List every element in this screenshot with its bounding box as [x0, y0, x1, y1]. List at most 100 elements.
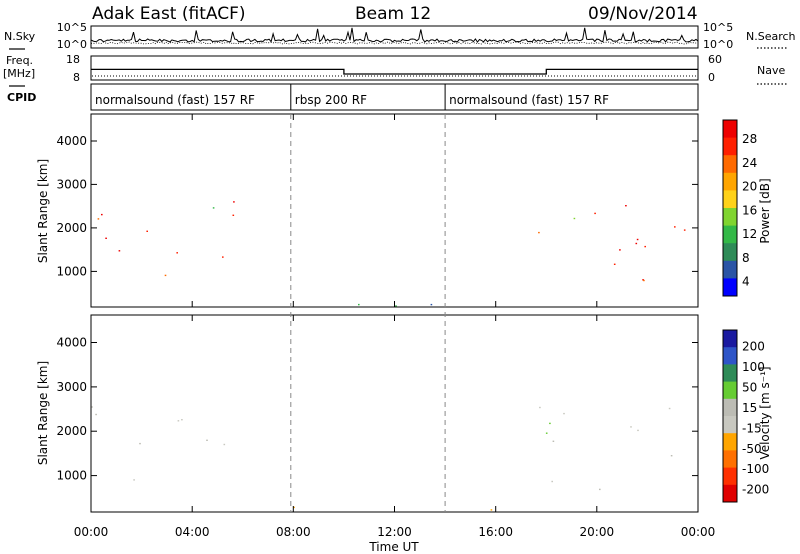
colorbar-swatch — [723, 381, 737, 400]
scatter-point — [551, 480, 553, 483]
nsearch-series-line — [91, 41, 699, 45]
scatter-point — [625, 205, 627, 207]
y-tick-label: 3000 — [56, 177, 87, 191]
velocity-colorbar-label: Velocity [m s⁻¹] — [758, 366, 772, 459]
y-tick-label: 4000 — [56, 336, 87, 350]
colorbar-swatch — [723, 137, 737, 156]
power-colorbar: 28 24 20 16 12 8 4 — [722, 119, 757, 297]
scatter-point — [95, 413, 97, 416]
scatter-point — [206, 439, 208, 441]
colorbar-tick-label: -15 — [742, 421, 762, 435]
scatter-point — [573, 217, 576, 220]
scatter-point — [630, 426, 632, 428]
colorbar-swatch — [723, 172, 737, 191]
scatter-point — [181, 419, 183, 421]
scatter-point — [97, 218, 100, 220]
cpid-boundary-lines — [290, 114, 446, 512]
cpid-segment-label: normalsound (fast) 157 RF — [95, 93, 255, 107]
cpid-label: CPID — [7, 91, 36, 104]
colorbar-tick-label: 50 — [742, 380, 757, 394]
colorbar-swatch — [723, 450, 737, 469]
scatter-point — [101, 213, 103, 216]
velocity-colorbar: 200 100 50 15 -15 -50 -100 -200 — [722, 329, 769, 503]
colorbar-swatch — [723, 347, 737, 365]
scatter-point — [430, 303, 433, 306]
beam-label: Beam 12 — [355, 4, 431, 24]
colorbar-tick-label: 15 — [742, 401, 757, 415]
y-tick-label: 2000 — [56, 221, 87, 235]
x-tick-label: 08:00 — [276, 525, 311, 539]
scatter-point — [552, 440, 555, 442]
scatter-point — [490, 509, 493, 511]
scatter-point — [176, 252, 178, 254]
colorbar-tick-label: 20 — [742, 180, 757, 194]
scatter-point — [670, 455, 673, 457]
colorbar-swatch — [723, 260, 737, 279]
scatter-point — [212, 207, 215, 209]
colorbar-swatch — [723, 484, 737, 503]
y-tick-label: 4000 — [56, 134, 87, 148]
nsky-label: N.Sky — [4, 30, 36, 43]
scatter-point — [293, 506, 295, 509]
power-colorbar-label: Power [dB] — [758, 178, 772, 243]
colorbar-tick-label: -100 — [742, 462, 769, 476]
power-ylabel: Slant Range [km] — [36, 159, 50, 263]
noise-left-tick-top: 10^5 — [57, 21, 87, 34]
y-tick-label: 2000 — [56, 424, 87, 438]
scatter-point — [146, 230, 148, 232]
colorbar-swatch — [723, 398, 737, 417]
scatter-point — [545, 432, 548, 434]
x-tick-label: 16:00 — [478, 525, 513, 539]
colorbar-swatch — [723, 433, 737, 451]
scatter-point — [133, 479, 135, 481]
colorbar-tick-label: -200 — [742, 483, 769, 497]
colorbar-tick-label: 16 — [742, 203, 757, 217]
cpid-panel: normalsound (fast) 157 RF rbsp 200 RF norm… — [90, 83, 699, 111]
scatter-point — [222, 256, 224, 258]
velocity-scatter — [91, 406, 673, 511]
velocity-panel: 4000 3000 2000 1000 00:00 04:00 08:00 12:00 16:… — [36, 114, 772, 554]
power-scatter — [97, 201, 686, 307]
x-tick-label: 20:00 — [580, 525, 615, 539]
power-panel: 4000 3000 2000 1000 Slant Range [km] 28 24 20… — [36, 113, 772, 308]
scatter-point — [223, 443, 226, 446]
cpid-segment-label: normalsound (fast) 157 RF — [449, 93, 609, 107]
nsky-series-line — [90, 27, 699, 43]
colorbar-swatch — [723, 416, 737, 434]
scatter-point — [358, 303, 360, 306]
nave-label: Nave — [757, 64, 785, 77]
colorbar-swatch — [723, 467, 737, 486]
scatter-point — [683, 229, 686, 231]
scatter-point — [105, 237, 107, 239]
y-tick-label: 1000 — [56, 264, 87, 278]
velocity-ylabel: Slant Range [km] — [36, 361, 50, 465]
freq-left-tick-bottom: 8 — [73, 71, 80, 84]
scatter-point — [177, 420, 180, 422]
colorbar-swatch — [723, 278, 737, 297]
scatter-point — [643, 279, 645, 282]
colorbar-tick-label: 200 — [742, 339, 765, 353]
colorbar-swatch — [723, 155, 737, 174]
freq-unit-label: [MHz] — [3, 67, 35, 80]
scatter-point — [635, 242, 638, 245]
scatter-point — [613, 263, 616, 265]
scatter-point — [91, 406, 93, 408]
y-tick-label: 3000 — [56, 380, 87, 394]
date-label: 09/Nov/2014 — [588, 4, 698, 24]
nave-right-tick-bottom: 0 — [708, 71, 715, 84]
noise-right-tick-top: 10^5 — [703, 21, 733, 34]
colorbar-swatch — [723, 330, 737, 348]
colorbar-tick-label: 100 — [742, 360, 765, 374]
freq-series-line — [91, 68, 698, 75]
scatter-point — [668, 407, 671, 410]
colorbar-swatch — [723, 225, 737, 244]
frequency-panel: 18 8 60 0 — [66, 53, 722, 84]
noise-right-tick-bottom: 10^0 — [703, 38, 733, 51]
scatter-point — [619, 249, 621, 251]
scatter-point — [118, 250, 121, 252]
colorbar-swatch — [723, 243, 737, 262]
colorbar-swatch — [723, 208, 737, 227]
colorbar-tick-label: 8 — [742, 251, 750, 265]
